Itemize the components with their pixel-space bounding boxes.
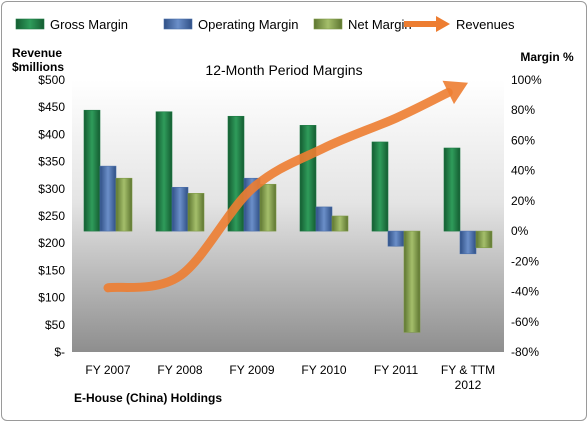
legend: Gross Margin Operating Margin Net Margin Re… [15, 16, 515, 32]
left-tick-label: $500 [38, 73, 65, 87]
x-tick-label: FY 2008 [157, 363, 202, 377]
left-tick-label: $350 [38, 155, 65, 169]
legend-swatch [163, 18, 193, 30]
left-tick-label: $200 [38, 236, 65, 250]
right-tick-label: -20% [511, 254, 539, 268]
right-tick-label: 60% [511, 133, 535, 147]
bar-gross-margin [371, 141, 389, 232]
left-tick-label: $150 [38, 263, 65, 277]
bar-operating-margin [459, 230, 477, 255]
right-tick-label: -40% [511, 285, 539, 299]
revenue-line [103, 87, 453, 293]
right-tick-label: 20% [511, 194, 535, 208]
right-tick-label: 0% [511, 224, 529, 238]
legend-swatch-arrow [436, 16, 450, 32]
left-axis-title-line2: $millions [12, 60, 64, 74]
x-tick-label: FY 2010 [301, 363, 346, 377]
bar-gross-margin [299, 125, 317, 232]
x-tick-label: FY & TTM [441, 363, 495, 377]
legend-label: Revenues [456, 17, 515, 32]
left-axis-title-line1: Revenue [12, 46, 62, 60]
x-tick-label: FY 2009 [229, 363, 274, 377]
legend-label: Operating Margin [198, 17, 298, 32]
bar-net-margin [187, 193, 205, 232]
bar-net-margin [115, 177, 133, 232]
x-axis: FY 2007 FY 2008 FY 2009 FY 2010 FY 2011 FY & … [85, 363, 495, 392]
plot-area [72, 80, 504, 352]
bar-gross-margin [443, 147, 461, 232]
bar-operating-margin [99, 165, 117, 232]
company-name: E-House (China) Holdings [74, 391, 222, 405]
right-tick-label: 80% [511, 103, 535, 117]
x-tick-label: FY 2007 [85, 363, 130, 377]
revenue-series [103, 80, 468, 293]
legend-label: Net Margin [348, 17, 412, 32]
bar-net-margin [259, 183, 277, 232]
left-tick-label: $300 [38, 182, 65, 196]
bar-gross-margin [155, 111, 173, 232]
bar-operating-margin [315, 206, 333, 232]
legend-swatch [313, 18, 343, 30]
right-tick-label: 40% [511, 164, 535, 178]
right-tick-label: 100% [511, 73, 542, 87]
left-axis: $- $50 $100 $150 $200 $250 $300 $350 $400 $450 $50… [38, 73, 65, 359]
left-tick-label: $50 [45, 318, 65, 332]
chart-title: 12-Month Period Margins [205, 62, 362, 78]
right-tick-label: -60% [511, 315, 539, 329]
right-tick-label: -80% [511, 345, 539, 359]
bar-series [83, 109, 493, 333]
left-tick-label: $100 [38, 291, 65, 305]
left-tick-label: $400 [38, 127, 65, 141]
legend-swatch [15, 18, 45, 30]
x-tick-label: FY 2011 [374, 363, 419, 377]
bar-net-margin [403, 230, 421, 333]
left-tick-label: $450 [38, 100, 65, 114]
right-axis-title: Margin % [520, 50, 574, 64]
bar-operating-margin [387, 230, 405, 247]
left-tick-label: $250 [38, 209, 65, 223]
x-tick-label: 2012 [455, 378, 482, 392]
revenue-arrowhead [442, 80, 468, 105]
bar-net-margin [331, 215, 349, 232]
bar-operating-margin [171, 186, 189, 232]
legend-label: Gross Margin [50, 17, 128, 32]
left-tick-label: $- [54, 345, 65, 359]
bar-net-margin [475, 230, 493, 249]
right-axis: -80% -60% -40% -20% 0% 20% 40% 60% 80% 100% [511, 73, 542, 359]
bar-gross-margin [83, 109, 101, 232]
